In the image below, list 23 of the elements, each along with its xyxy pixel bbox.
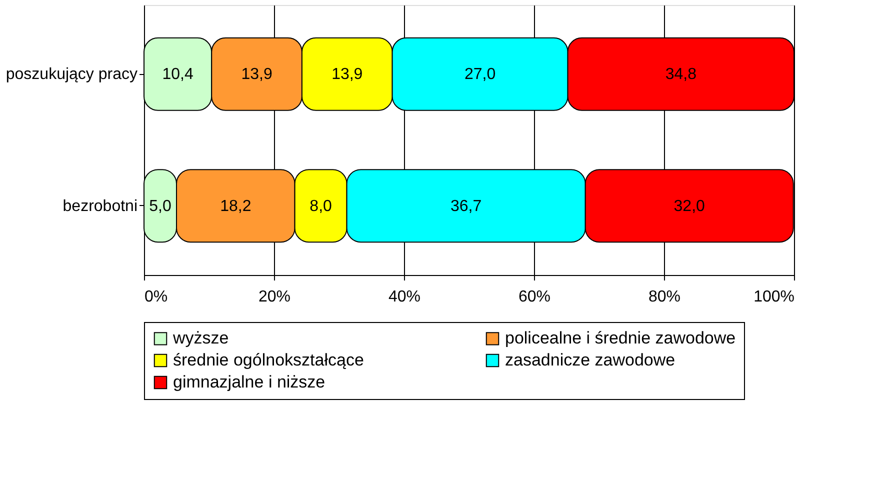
y-tick-label: bezrobotni xyxy=(62,198,138,215)
data-label: 32,0 xyxy=(674,198,706,215)
data-label: 34,8 xyxy=(665,66,697,84)
x-tick-label: 20% xyxy=(258,288,291,306)
x-tick-label: 60% xyxy=(518,288,551,306)
legend-label: gimnazjalne i niższe xyxy=(173,372,326,392)
x-tick-label: 80% xyxy=(648,288,681,306)
x-tick-label: 0% xyxy=(144,288,168,306)
data-label: 36,7 xyxy=(450,198,482,215)
legend-label: wyższe xyxy=(172,328,229,348)
data-label: 5,0 xyxy=(149,198,172,215)
data-label: 13,9 xyxy=(332,66,363,84)
data-label: 13,9 xyxy=(241,66,272,84)
legend-label: średnie ogólnokształcące xyxy=(173,350,364,370)
x-tick-label: 100% xyxy=(754,288,794,306)
data-label: 8,0 xyxy=(310,198,332,215)
x-tick-label: 40% xyxy=(388,288,421,306)
data-label: 18,2 xyxy=(220,198,252,215)
data-label: 10,4 xyxy=(162,66,194,84)
legend-label: zasadnicze zawodowe xyxy=(505,350,676,370)
legend-label: policealne i średnie zawodowe xyxy=(505,328,736,348)
y-tick-label: poszukujący pracy xyxy=(6,66,138,84)
data-label: 27,0 xyxy=(464,66,496,84)
